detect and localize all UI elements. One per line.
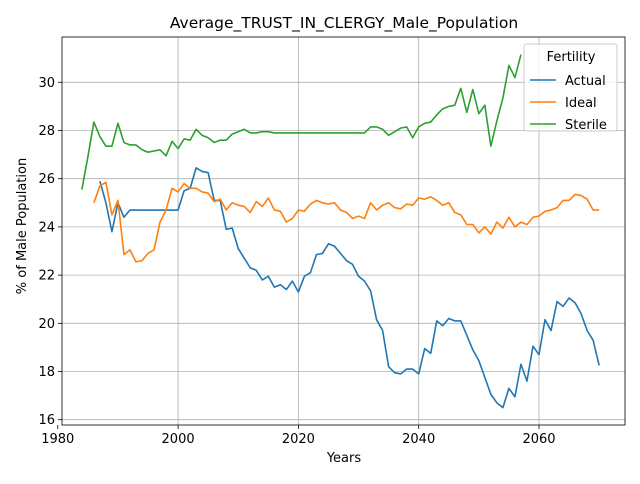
y-tick-label: 16 bbox=[38, 413, 55, 428]
y-axis-label: % of Male Population bbox=[15, 158, 30, 294]
chart-title: Average_TRUST_IN_CLERGY_Male_Population bbox=[170, 14, 518, 33]
axis-ticks: 1980 2000 2020 2040 2060 16 18 20 22 24 26 28 30 bbox=[38, 76, 555, 447]
y-tick-label: 20 bbox=[38, 317, 55, 332]
legend-label-sterile: Sterile bbox=[565, 118, 607, 133]
x-tick-label: 2040 bbox=[402, 432, 435, 447]
legend-entries: Actual Ideal Sterile bbox=[530, 74, 607, 133]
x-tick-label: 2020 bbox=[282, 432, 315, 447]
series-lines bbox=[81, 54, 600, 409]
x-tick-label: 2000 bbox=[162, 432, 195, 447]
y-tick-label: 26 bbox=[38, 172, 55, 187]
y-tick-label: 30 bbox=[38, 76, 55, 91]
x-tick-label: 1980 bbox=[41, 432, 74, 447]
legend-label-actual: Actual bbox=[565, 74, 606, 89]
plot-frame bbox=[61, 36, 626, 426]
y-tick-label: 28 bbox=[38, 124, 55, 139]
x-tick-label: 2060 bbox=[522, 432, 555, 447]
legend-title: Fertility bbox=[547, 50, 596, 65]
series-line-actual bbox=[99, 167, 600, 409]
y-tick-label: 18 bbox=[38, 365, 55, 380]
legend: Fertility Actual Ideal Sterile bbox=[523, 43, 618, 133]
legend-label-ideal: Ideal bbox=[565, 96, 597, 111]
x-axis-label: Years bbox=[326, 451, 362, 466]
series-line-ideal bbox=[93, 181, 600, 263]
legend-box bbox=[523, 43, 618, 132]
series-line-sterile bbox=[81, 54, 522, 190]
y-tick-label: 24 bbox=[38, 220, 55, 235]
y-tick-label: 22 bbox=[38, 269, 55, 284]
